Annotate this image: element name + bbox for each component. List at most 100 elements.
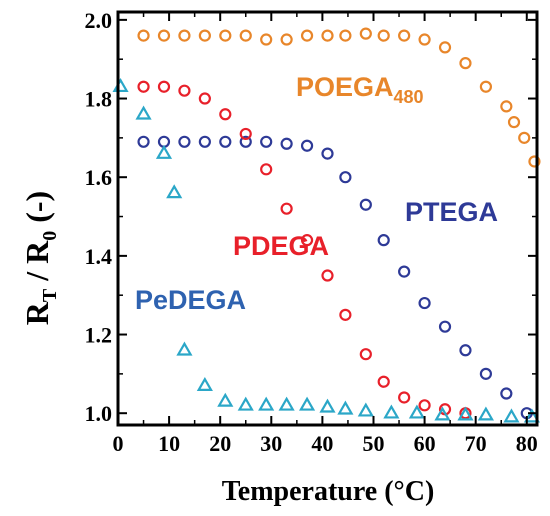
data-point xyxy=(377,375,390,388)
data-point xyxy=(479,367,493,380)
data-point xyxy=(418,33,431,46)
data-point xyxy=(438,320,452,333)
data-point xyxy=(528,155,541,168)
data-point xyxy=(459,344,472,357)
data-point xyxy=(300,234,314,247)
y-axis-label-sub1: T xyxy=(39,288,61,302)
data-point xyxy=(198,135,211,148)
series-label-poega: POEGA480 xyxy=(296,72,424,107)
y-tick-label: 1.2 xyxy=(85,323,113,348)
data-point xyxy=(135,105,152,120)
data-point xyxy=(398,265,411,278)
data-point xyxy=(500,387,513,400)
data-point xyxy=(239,127,252,141)
data-point xyxy=(319,398,336,413)
data-point xyxy=(178,29,191,42)
y-tick-label: 1.6 xyxy=(85,165,113,190)
data-marks xyxy=(112,27,541,423)
y-tick-label: 1.0 xyxy=(85,401,113,426)
data-point xyxy=(260,135,273,148)
series-label-pdega: PDEGA xyxy=(233,231,329,261)
data-point xyxy=(359,198,372,211)
y-axis-label-sub2: 0 xyxy=(39,231,61,241)
data-point xyxy=(438,41,452,54)
data-point xyxy=(398,29,411,42)
data-point xyxy=(178,135,191,148)
data-point xyxy=(377,29,390,42)
data-point xyxy=(477,406,494,421)
data-point xyxy=(217,392,234,407)
series-poega xyxy=(137,27,541,168)
x-tick-label: 30 xyxy=(260,431,282,456)
series-ptega xyxy=(137,135,533,420)
data-point xyxy=(457,406,474,421)
data-point xyxy=(260,33,273,46)
x-tick-label: 10 xyxy=(158,431,180,456)
data-point xyxy=(507,116,521,129)
data-point xyxy=(418,399,431,412)
x-tick-label: 20 xyxy=(209,431,231,456)
data-point xyxy=(398,391,411,404)
data-point xyxy=(137,80,150,93)
data-point xyxy=(219,108,232,121)
data-point xyxy=(239,135,252,148)
data-point xyxy=(300,29,314,42)
x-tick-label: 40 xyxy=(311,431,333,456)
data-point xyxy=(479,80,493,93)
series-label-pedega: PeDEGA xyxy=(135,285,246,315)
data-point xyxy=(157,80,171,93)
data-point xyxy=(219,29,232,42)
data-point xyxy=(503,408,520,423)
data-point xyxy=(298,396,316,411)
plot-frame xyxy=(116,10,539,427)
data-point xyxy=(198,92,211,105)
data-point xyxy=(321,147,334,160)
data-point xyxy=(137,29,150,42)
series-pdega xyxy=(137,80,472,420)
y-axis-label-mid: / R xyxy=(19,240,55,289)
data-point xyxy=(176,341,193,356)
data-point xyxy=(239,29,252,42)
data-point xyxy=(337,400,354,415)
data-point xyxy=(523,408,540,423)
data-point xyxy=(518,131,531,144)
data-point xyxy=(260,163,273,176)
data-point xyxy=(278,396,295,411)
data-point xyxy=(339,308,352,321)
data-point xyxy=(418,296,431,310)
data-point xyxy=(112,78,129,93)
x-axis-label: Temperature (°C) xyxy=(222,476,435,507)
data-point xyxy=(339,29,352,42)
y-axis-label-tail: (-) xyxy=(19,191,55,231)
data-point xyxy=(339,171,352,184)
data-point xyxy=(300,139,314,152)
data-point xyxy=(408,404,425,419)
y-tick-label: 1.8 xyxy=(85,87,113,112)
data-point xyxy=(157,29,171,42)
data-point xyxy=(500,100,513,113)
data-point xyxy=(321,29,334,42)
data-point xyxy=(198,29,211,42)
data-point xyxy=(237,396,254,411)
data-point xyxy=(321,269,334,282)
data-point xyxy=(377,234,390,247)
data-point xyxy=(219,135,232,148)
data-point xyxy=(359,348,372,361)
x-tick-label: 60 xyxy=(414,431,436,456)
data-point xyxy=(359,27,372,40)
tick-labels: 0 10 20 30 40 50 60 70 80 1.0 1.2 1.4 1.6 1.8 2.0 xyxy=(85,8,538,456)
x-tick-label: 0 xyxy=(113,431,124,456)
x-tick-label: 80 xyxy=(516,431,538,456)
x-tick-label: 70 xyxy=(465,431,487,456)
data-point xyxy=(137,135,150,148)
data-point xyxy=(280,202,293,215)
x-tick-label: 50 xyxy=(362,431,384,456)
data-point xyxy=(178,84,191,97)
data-point xyxy=(357,402,374,417)
data-point xyxy=(459,57,472,70)
y-tick-label: 1.4 xyxy=(85,244,113,269)
y-axis-label-main: R xyxy=(19,301,55,325)
y-axis-label: RT / R0 (-) xyxy=(19,191,61,325)
data-point xyxy=(383,404,400,419)
